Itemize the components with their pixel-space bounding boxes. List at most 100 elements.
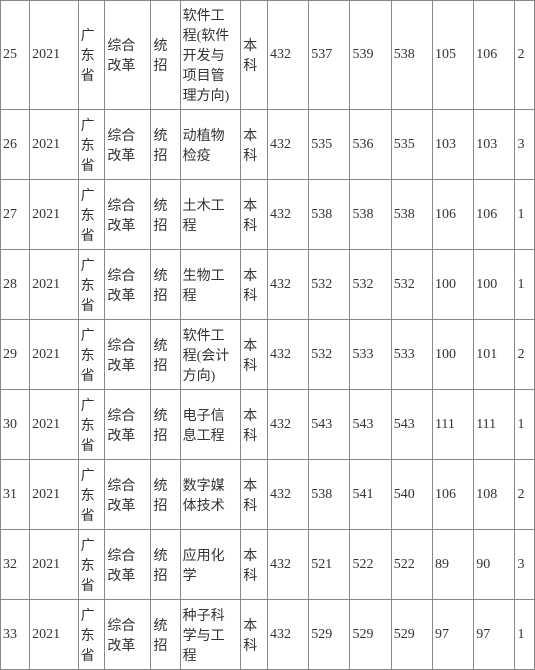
table-cell: 2021 <box>30 530 79 600</box>
table-cell: 111 <box>474 390 515 460</box>
table-cell: 2021 <box>30 110 79 180</box>
admissions-table: 252021广东省综合改革统招软件工程(软件开发与项目管理方向)本科432537… <box>0 0 535 670</box>
table-cell: 432 <box>267 600 308 670</box>
table-cell: 103 <box>474 110 515 180</box>
table-cell: 101 <box>474 320 515 390</box>
table-cell: 广东省 <box>78 600 105 670</box>
table-row: 262021广东省综合改革统招动植物检疫本科432535536535103103… <box>1 110 535 180</box>
table-cell: 本科 <box>241 110 268 180</box>
table-cell: 统招 <box>151 390 180 460</box>
table-cell: 100 <box>474 250 515 320</box>
table-cell: 25 <box>1 1 30 110</box>
table-cell: 543 <box>391 390 432 460</box>
table-cell: 33 <box>1 600 30 670</box>
table-row: 272021广东省综合改革统招土木工程本科4325385385381061061 <box>1 180 535 250</box>
table-cell: 3 <box>515 110 535 180</box>
table-cell: 本科 <box>241 180 268 250</box>
table-cell: 统招 <box>151 250 180 320</box>
table-cell: 广东省 <box>78 250 105 320</box>
table-cell: 529 <box>350 600 391 670</box>
table-cell: 统招 <box>151 180 180 250</box>
table-cell: 统招 <box>151 1 180 110</box>
table-cell: 432 <box>267 390 308 460</box>
table-cell: 综合改革 <box>105 600 151 670</box>
table-row: 292021广东省综合改革统招软件工程(会计方向)本科4325325335331… <box>1 320 535 390</box>
table-cell: 529 <box>391 600 432 670</box>
table-cell: 538 <box>391 180 432 250</box>
table-cell: 1 <box>515 250 535 320</box>
table-cell: 2021 <box>30 250 79 320</box>
table-cell: 26 <box>1 110 30 180</box>
table-cell: 106 <box>432 460 473 530</box>
table-cell: 432 <box>267 250 308 320</box>
table-cell: 广东省 <box>78 1 105 110</box>
table-cell: 软件工程(会计方向) <box>180 320 241 390</box>
table-cell: 536 <box>350 110 391 180</box>
table-cell: 522 <box>391 530 432 600</box>
table-cell: 100 <box>432 320 473 390</box>
table-cell: 522 <box>350 530 391 600</box>
table-cell: 432 <box>267 110 308 180</box>
table-cell: 532 <box>391 250 432 320</box>
table-cell: 100 <box>432 250 473 320</box>
table-cell: 28 <box>1 250 30 320</box>
table-cell: 2021 <box>30 180 79 250</box>
table-cell: 31 <box>1 460 30 530</box>
table-cell: 2021 <box>30 320 79 390</box>
table-cell: 2 <box>515 460 535 530</box>
table-cell: 种子科学与工程 <box>180 600 241 670</box>
table-cell: 广东省 <box>78 530 105 600</box>
table-cell: 533 <box>391 320 432 390</box>
table-cell: 103 <box>432 110 473 180</box>
table-cell: 3 <box>515 530 535 600</box>
table-cell: 数字媒体技术 <box>180 460 241 530</box>
table-cell: 2021 <box>30 460 79 530</box>
table-cell: 27 <box>1 180 30 250</box>
table-cell: 538 <box>309 460 350 530</box>
table-cell: 动植物检疫 <box>180 110 241 180</box>
table-cell: 532 <box>309 250 350 320</box>
table-cell: 电子信息工程 <box>180 390 241 460</box>
table-cell: 432 <box>267 1 308 110</box>
table-row: 322021广东省综合改革统招应用化学本科43252152252289903 <box>1 530 535 600</box>
table-cell: 2021 <box>30 390 79 460</box>
table-cell: 529 <box>309 600 350 670</box>
table-cell: 105 <box>432 1 473 110</box>
table-cell: 432 <box>267 460 308 530</box>
table-cell: 535 <box>309 110 350 180</box>
table-body: 252021广东省综合改革统招软件工程(软件开发与项目管理方向)本科432537… <box>1 1 535 670</box>
table-cell: 97 <box>432 600 473 670</box>
table-cell: 广东省 <box>78 320 105 390</box>
table-cell: 生物工程 <box>180 250 241 320</box>
table-cell: 432 <box>267 320 308 390</box>
table-cell: 90 <box>474 530 515 600</box>
table-cell: 32 <box>1 530 30 600</box>
table-cell: 97 <box>474 600 515 670</box>
table-row: 302021广东省综合改革统招电子信息工程本科43254354354311111… <box>1 390 535 460</box>
table-cell: 108 <box>474 460 515 530</box>
table-cell: 2 <box>515 320 535 390</box>
table-cell: 535 <box>391 110 432 180</box>
table-cell: 532 <box>350 250 391 320</box>
table-cell: 综合改革 <box>105 530 151 600</box>
table-cell: 533 <box>350 320 391 390</box>
table-cell: 土木工程 <box>180 180 241 250</box>
table-cell: 537 <box>309 1 350 110</box>
table-cell: 30 <box>1 390 30 460</box>
table-cell: 本科 <box>241 250 268 320</box>
table-cell: 软件工程(软件开发与项目管理方向) <box>180 1 241 110</box>
table-cell: 432 <box>267 180 308 250</box>
table-cell: 532 <box>309 320 350 390</box>
table-cell: 本科 <box>241 460 268 530</box>
table-cell: 统招 <box>151 600 180 670</box>
table-cell: 1 <box>515 600 535 670</box>
table-cell: 1 <box>515 180 535 250</box>
table-cell: 111 <box>432 390 473 460</box>
table-cell: 统招 <box>151 530 180 600</box>
table-cell: 2021 <box>30 600 79 670</box>
table-cell: 89 <box>432 530 473 600</box>
table-cell: 543 <box>350 390 391 460</box>
table-cell: 本科 <box>241 320 268 390</box>
table-cell: 本科 <box>241 390 268 460</box>
table-cell: 综合改革 <box>105 180 151 250</box>
